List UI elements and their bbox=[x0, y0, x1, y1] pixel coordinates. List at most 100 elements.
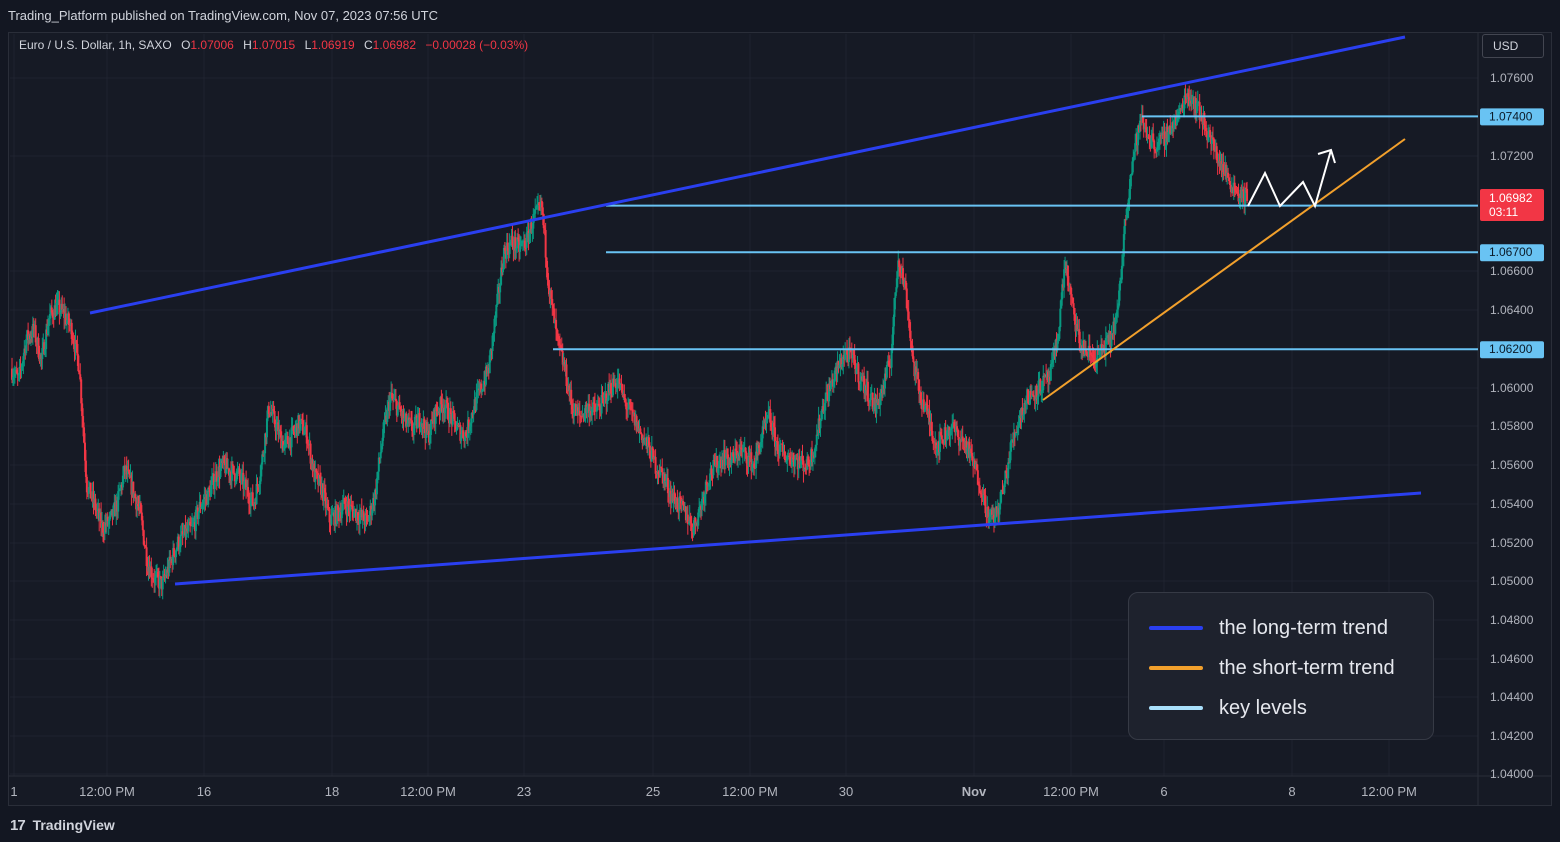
long-term-lower-trendline[interactable] bbox=[174, 491, 1422, 586]
candle-body bbox=[251, 492, 254, 506]
candle-body bbox=[866, 381, 869, 402]
candle-body bbox=[161, 577, 164, 590]
candle-body bbox=[786, 457, 789, 461]
candle-body bbox=[1056, 340, 1059, 349]
candle-body bbox=[734, 448, 737, 462]
candle-body bbox=[515, 248, 518, 251]
candle-body bbox=[509, 241, 512, 243]
candle-body bbox=[1238, 198, 1241, 202]
candle-body bbox=[926, 404, 929, 414]
candle-body bbox=[778, 444, 781, 456]
candle-body bbox=[713, 460, 716, 462]
candle-body bbox=[1184, 95, 1187, 98]
candle-body bbox=[1032, 395, 1035, 397]
candle-body bbox=[1137, 125, 1140, 146]
candle-body bbox=[1241, 189, 1244, 199]
candle-body bbox=[1233, 182, 1236, 191]
price-tick-label: 1.05600 bbox=[1490, 458, 1534, 472]
candle-body bbox=[267, 406, 270, 414]
candle-body bbox=[690, 522, 693, 532]
candle-body bbox=[92, 491, 95, 504]
candle-body bbox=[1023, 403, 1026, 415]
candle-body bbox=[716, 456, 719, 473]
symbol-name[interactable]: Euro / U.S. Dollar, 1h, SAXO bbox=[19, 38, 172, 52]
candle-body bbox=[1070, 294, 1073, 298]
candle-body bbox=[1142, 122, 1145, 130]
projection-zigzag[interactable] bbox=[1247, 149, 1332, 209]
candle-body bbox=[754, 467, 757, 469]
candle-body bbox=[524, 247, 527, 249]
candle-body bbox=[1126, 207, 1129, 209]
candle-body bbox=[85, 476, 88, 493]
candle-body bbox=[552, 304, 555, 309]
candle-body bbox=[629, 404, 632, 410]
candle-body bbox=[262, 454, 265, 456]
candle-body bbox=[128, 471, 131, 478]
candle-body bbox=[226, 458, 229, 469]
candle-body bbox=[887, 360, 890, 366]
candle-body bbox=[481, 389, 484, 392]
candle-body bbox=[1154, 149, 1157, 151]
candle-body bbox=[112, 505, 115, 518]
candle-body bbox=[781, 443, 784, 452]
candle-body bbox=[59, 312, 62, 315]
candle-body bbox=[207, 488, 210, 505]
candle-body bbox=[651, 447, 654, 451]
candle-body bbox=[842, 355, 845, 365]
candle-body bbox=[983, 489, 986, 496]
candle-body bbox=[480, 383, 483, 392]
candle-body bbox=[597, 403, 600, 406]
candle-body bbox=[735, 448, 738, 451]
candle-body bbox=[31, 323, 34, 338]
candle-body bbox=[708, 480, 711, 484]
candle-body bbox=[482, 389, 485, 391]
candle-body bbox=[423, 418, 426, 429]
candle-body bbox=[47, 325, 50, 334]
candle-body bbox=[135, 497, 138, 510]
currency-selector[interactable]: USD bbox=[1482, 34, 1544, 58]
candle-body bbox=[545, 257, 548, 268]
candle-body bbox=[930, 421, 933, 432]
candle-body bbox=[576, 407, 579, 413]
candle-body bbox=[178, 546, 181, 550]
candle-body bbox=[596, 403, 599, 407]
candle-body bbox=[558, 338, 561, 346]
candle-body bbox=[65, 320, 68, 324]
candle-body bbox=[197, 511, 200, 519]
candle-body bbox=[263, 453, 266, 455]
candle-body bbox=[717, 468, 720, 473]
price-tick-label: 1.05000 bbox=[1490, 574, 1534, 588]
candle-body bbox=[117, 491, 120, 512]
candle-body bbox=[726, 448, 729, 459]
candle-body bbox=[305, 425, 308, 444]
candle-body bbox=[67, 313, 70, 326]
tradingview-footer[interactable]: 17 TradingView bbox=[10, 812, 115, 838]
candle-body bbox=[559, 345, 562, 348]
candle-body bbox=[139, 503, 142, 513]
candle-body bbox=[212, 473, 215, 490]
candle-body bbox=[755, 451, 758, 469]
candle-body bbox=[410, 420, 413, 431]
candle-body bbox=[1119, 279, 1122, 281]
candle-body bbox=[907, 311, 910, 320]
candle-body bbox=[44, 349, 47, 355]
candle-body bbox=[855, 368, 858, 374]
candle-body bbox=[108, 515, 111, 521]
candle-body bbox=[1235, 191, 1238, 193]
candle-body bbox=[1116, 309, 1119, 316]
candle-body bbox=[1156, 146, 1159, 148]
candle-body bbox=[791, 457, 794, 467]
short-term-trendline[interactable] bbox=[1042, 138, 1406, 401]
candle-body bbox=[279, 429, 282, 432]
candle-body bbox=[11, 377, 14, 380]
candle-body bbox=[155, 574, 158, 577]
candle-body bbox=[819, 420, 822, 429]
candle-body bbox=[402, 411, 405, 420]
long-term-upper-trendline[interactable] bbox=[89, 35, 1406, 315]
current-price-tag bbox=[1480, 189, 1544, 221]
candle-body bbox=[536, 204, 539, 208]
candle-body bbox=[215, 471, 218, 482]
candle-body bbox=[612, 378, 615, 386]
candle-body bbox=[1035, 385, 1038, 400]
